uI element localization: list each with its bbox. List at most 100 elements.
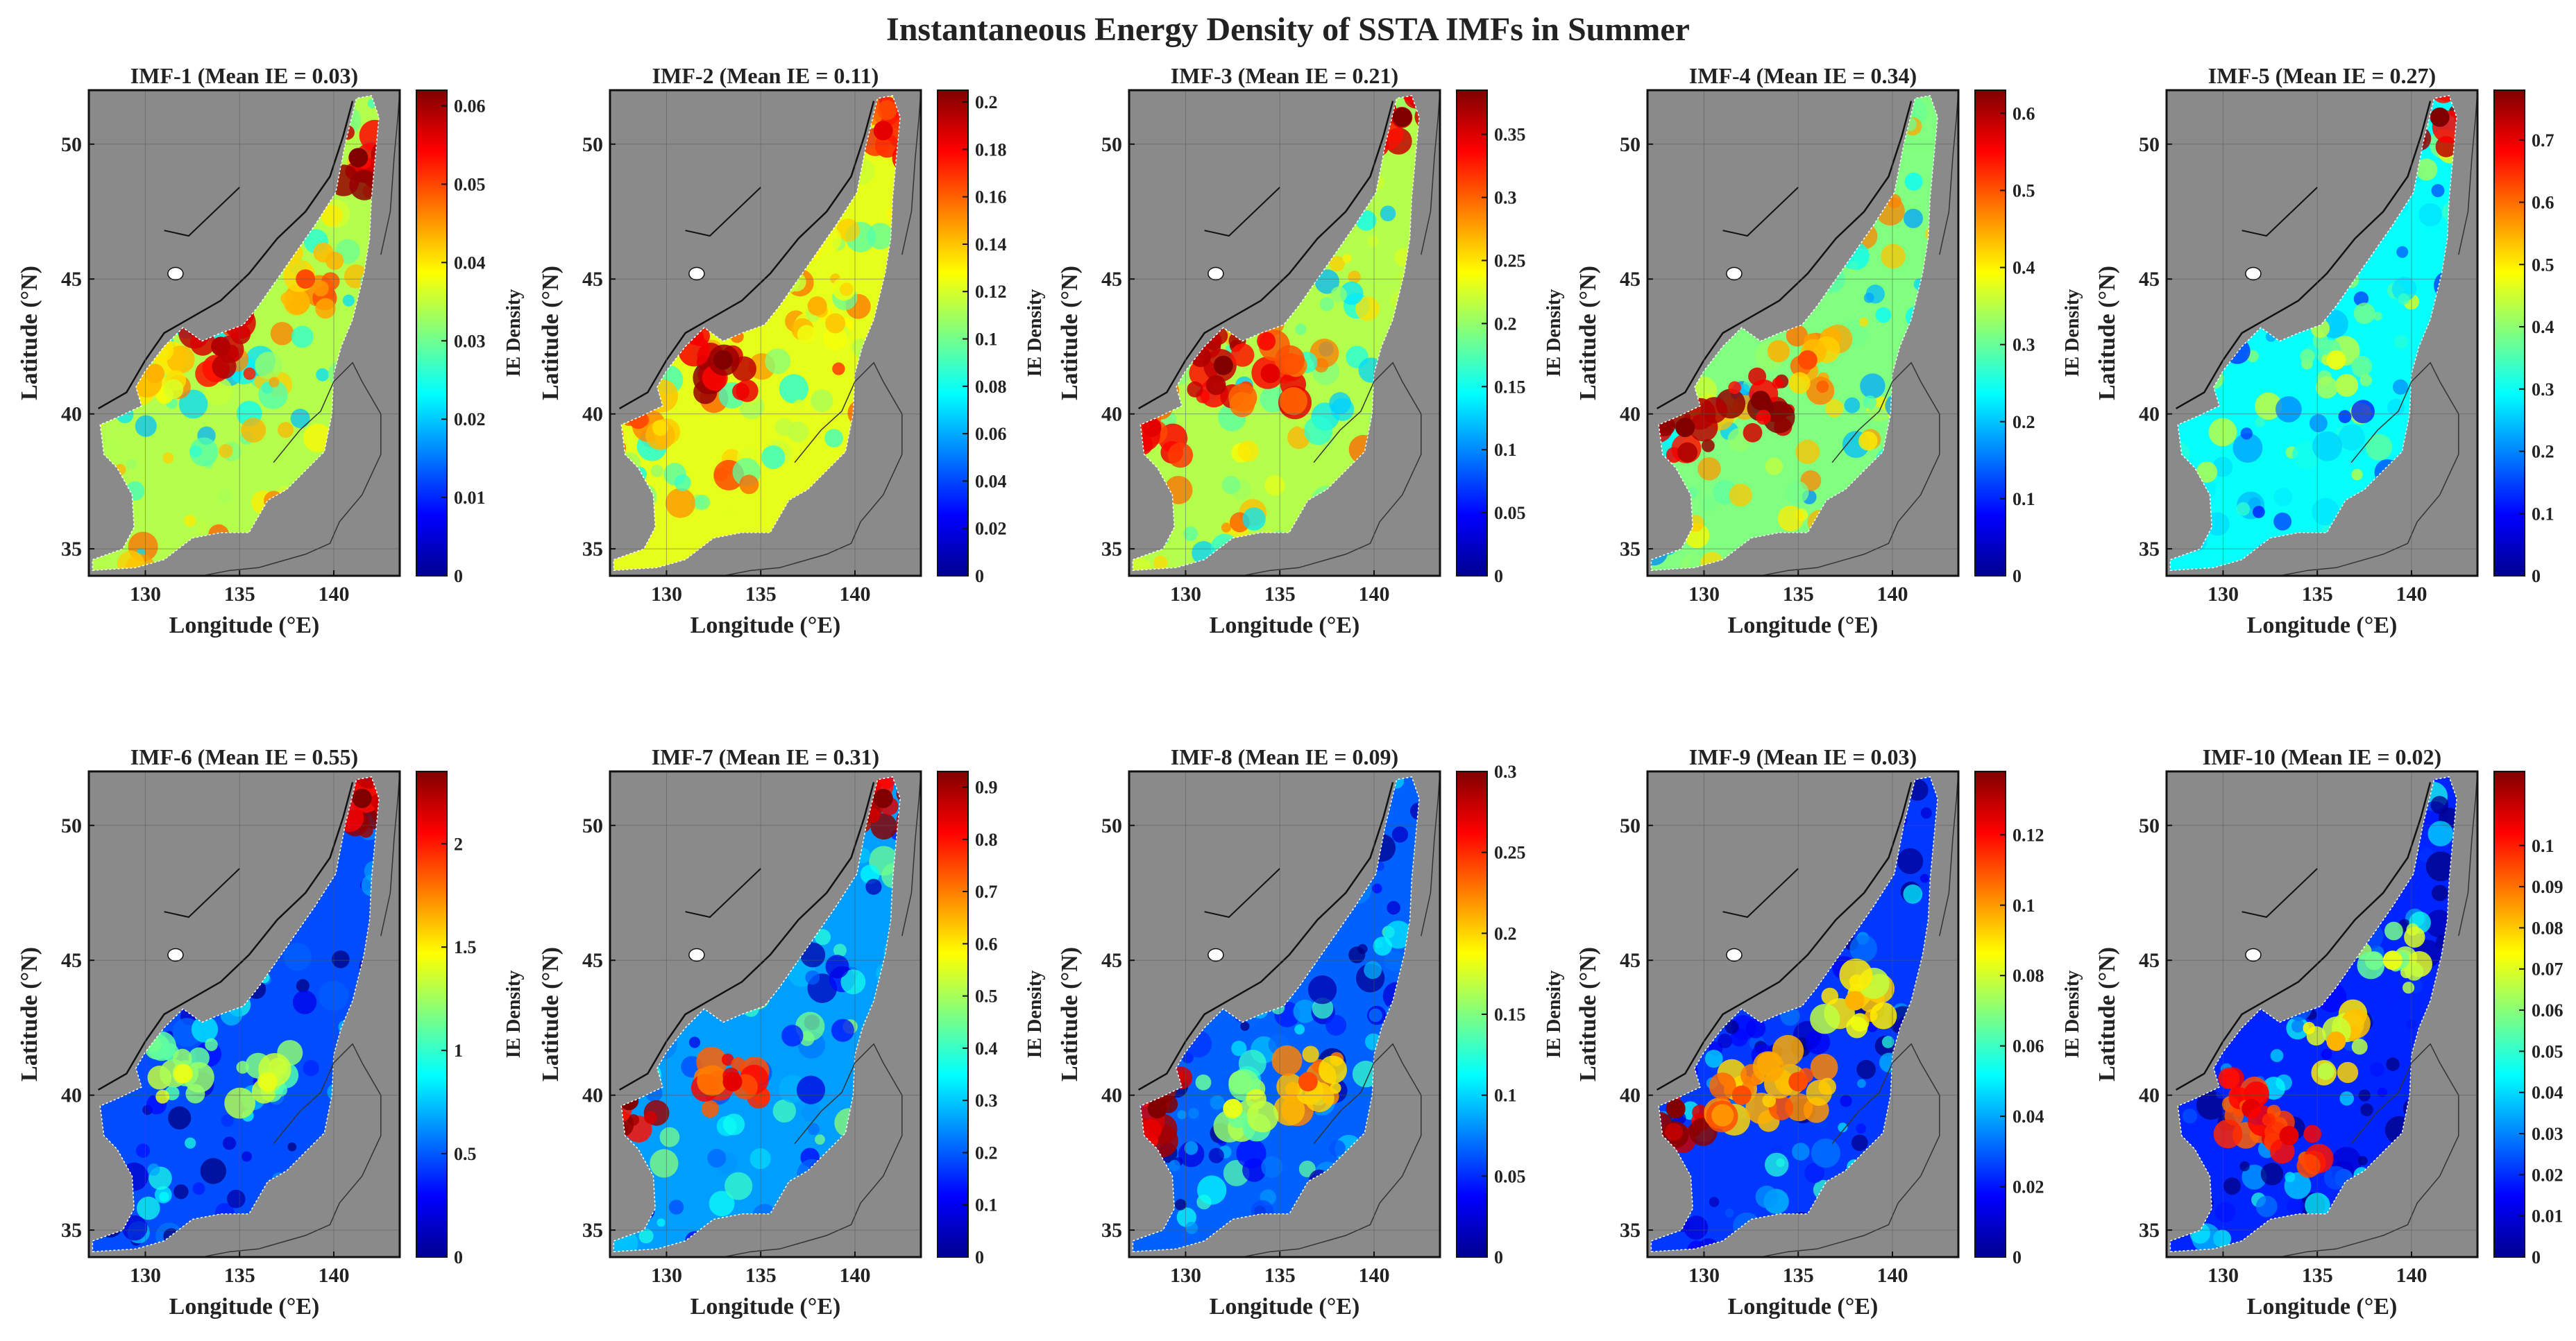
noise-blob [1185,1222,1198,1234]
noise-blob [1881,244,1906,269]
noise-blob [2398,293,2409,305]
x-axis-label: Longitude (°E) [690,1294,841,1319]
japan-coast [201,361,382,576]
hotspot-blob [1772,1034,1804,1067]
colorbar-tick-label: 0.3 [1494,188,1517,208]
hotspot-core [722,1072,743,1092]
noise-blob [709,1190,735,1217]
japan-coast [722,361,903,576]
hotspot-core [2326,1031,2346,1051]
hotspot-core [1298,1072,1318,1092]
axes-frame [2165,770,2479,1258]
noise-blob [1838,1122,1848,1133]
river-line [1204,187,1280,237]
noise-blob [1325,1014,1347,1036]
hotspot-core [873,788,893,808]
hotspot-blob [1195,1074,1212,1091]
colorbar-label: IE Density [2062,971,2083,1059]
noise-blob [342,294,355,307]
hotspot-blob [283,289,310,316]
hotspot-blob [205,1038,218,1052]
colorbar-tick-label: 0.14 [975,234,1007,255]
hotspot-blob [879,776,895,789]
river-line [164,868,240,919]
noise-blob [2205,512,2230,536]
sakhalin-coast [901,771,922,937]
hotspot-blob [1786,325,1808,347]
axes-frame [87,89,401,577]
hotspot-blob [2364,951,2384,971]
noise-blob [321,205,343,227]
noise-blob [836,219,860,242]
noise-blob [840,969,866,995]
hotspot-blob [2303,1125,2322,1143]
hotspot-blob [359,119,380,151]
noise-blob [2406,1019,2416,1030]
noise-blob [2391,277,2416,302]
y-tick-label: 35 [1101,538,1122,561]
hotspot-core [1213,355,1233,375]
panel-title: IMF-5 (Mean IE = 0.27) [2208,63,2436,88]
colorbar-tick-label: 1 [454,1041,463,1061]
y-tick-label: 35 [2139,1219,2160,1242]
noise-blob [1183,527,1198,541]
noise-blob [1231,1041,1247,1057]
noise-blob [665,488,696,518]
coastline [618,101,875,409]
colorbar-tick-label: 0.25 [1494,843,1526,863]
colorbar-tick-label: 0.08 [2012,966,2044,986]
x-tick-label: 140 [2396,583,2427,606]
hotspot-blob [2300,348,2315,364]
hotspot-blob [172,1048,192,1068]
noise-blob [1920,873,1929,883]
y-tick-label: 50 [61,814,82,837]
noise-blob [1856,1059,1876,1079]
y-tick-label: 45 [1101,949,1122,972]
noise-blob [815,1134,825,1145]
x-tick-label: 130 [1688,1264,1720,1287]
x-axis-label: Longitude (°E) [2247,613,2398,638]
noise-blob [1849,934,1877,963]
y-tick-label: 40 [582,403,603,426]
coastline [1137,782,1394,1091]
sea-base [613,776,901,1252]
river-line [164,187,240,237]
noise-blob [192,1182,205,1195]
noise-blob [2286,1197,2305,1215]
noise-blob [2339,1091,2354,1106]
noise-blob [656,1218,666,1227]
x-tick-label: 130 [651,1264,682,1287]
noise-blob [1329,1140,1346,1156]
hotspot-core [1675,418,1695,438]
noise-blob [2396,246,2409,258]
sakhalin-coast [380,89,400,255]
colorbar-tick-label: 0.6 [2532,193,2554,213]
panel-imf-7: IMF-7 (Mean IE = 0.31) 130 135 140 35 40 45 50 L… [538,744,1046,1319]
noise-blob [2253,506,2265,518]
colorbar [416,89,448,576]
hotspot-core [173,1064,193,1084]
noise-blob [1681,553,1707,571]
noise-blob [2273,512,2292,531]
noise-blob [1786,481,1809,504]
y-tick-label: 50 [1101,814,1122,837]
y-tick-label: 45 [61,949,82,972]
colorbar [937,771,969,1258]
coastline [1137,101,1394,409]
hotspot-blob [797,325,817,344]
hotspot-blob [212,354,237,379]
colorbar-tick-label: 0.3 [975,1091,998,1111]
noise-blob [1372,883,1382,894]
hotspot-blob [1139,1119,1162,1141]
noise-blob [1904,172,1923,191]
river-line [2242,868,2318,919]
panel-imf-10: IMF-10 (Mean IE = 0.02) 130 135 140 35 40 45 50… [2094,744,2564,1319]
colorbar [2493,89,2525,576]
panel-title: IMF-1 (Mean IE = 0.03) [130,63,358,88]
colorbar-tick-label: 0.1 [975,330,998,350]
noise-blob [1851,1134,1868,1152]
noise-blob [185,1137,196,1149]
y-axis-label: Latitude (°N) [1575,947,1601,1082]
noise-blob [278,422,294,438]
